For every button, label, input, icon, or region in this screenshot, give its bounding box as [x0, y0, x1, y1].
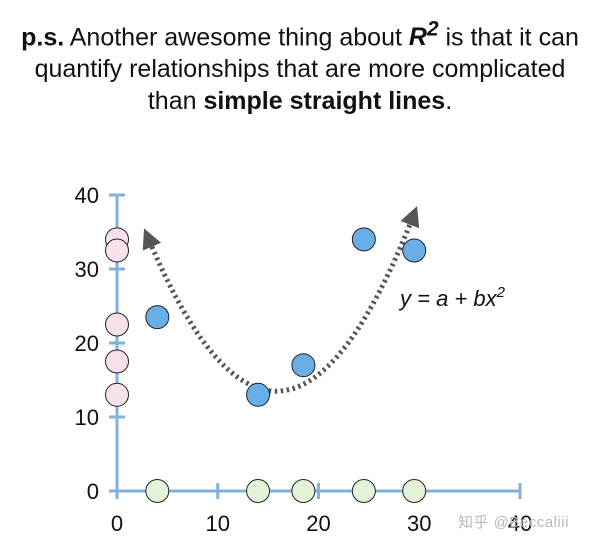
x-projection-point: [402, 479, 427, 503]
x-projection-point: [351, 479, 376, 503]
y-projection-point: [105, 382, 129, 407]
data-point: [291, 353, 316, 378]
caption-part-1: Another awesome thing about: [64, 23, 409, 52]
caption-part-2: is that it can quantify relationships th…: [34, 23, 579, 116]
caption-r-squared: R2: [408, 18, 439, 52]
data-point: [402, 238, 427, 263]
caption-r-exponent: 2: [426, 18, 439, 41]
equation-text: y = a + bx: [398, 286, 498, 311]
x-projection-point: [145, 479, 170, 503]
chart-caption: p.s. Another awesome thing about R2 is t…: [10, 14, 590, 117]
y-tick-label: 10: [75, 405, 99, 430]
x-projection-point: [291, 479, 316, 503]
caption-r-letter: R: [408, 23, 427, 52]
watermark: 知乎 @Beccaliii: [458, 514, 569, 531]
data-point: [246, 382, 271, 407]
data-point: [351, 227, 376, 252]
y-tick-label: 40: [75, 183, 99, 208]
y-tick-label: 20: [75, 331, 99, 356]
x-tick-label: 0: [111, 511, 123, 536]
axes: 0 10 20 30 40 0 10 20 30 40: [75, 183, 533, 536]
caption-lead: p.s.: [21, 23, 65, 52]
x-tick-label: 40: [508, 511, 532, 536]
y-projection-point: [105, 312, 129, 337]
x-tick-label: 10: [206, 511, 230, 536]
y-tick-label: 30: [75, 257, 99, 282]
x-tick-label: 30: [407, 511, 431, 536]
y-projection-point: [105, 238, 129, 263]
equation-annotation: y = a + bx2: [398, 284, 506, 311]
x-projection-point: [246, 479, 271, 503]
points-layer: [105, 227, 427, 503]
caption-emphasis: simple straight lines: [203, 87, 446, 116]
equation-exponent: 2: [496, 284, 506, 301]
y-projection-point: [105, 349, 129, 374]
y-tick-label: 0: [87, 479, 99, 504]
caption-end: .: [445, 87, 453, 116]
x-tick-label: 20: [306, 511, 330, 536]
data-point: [145, 305, 170, 330]
